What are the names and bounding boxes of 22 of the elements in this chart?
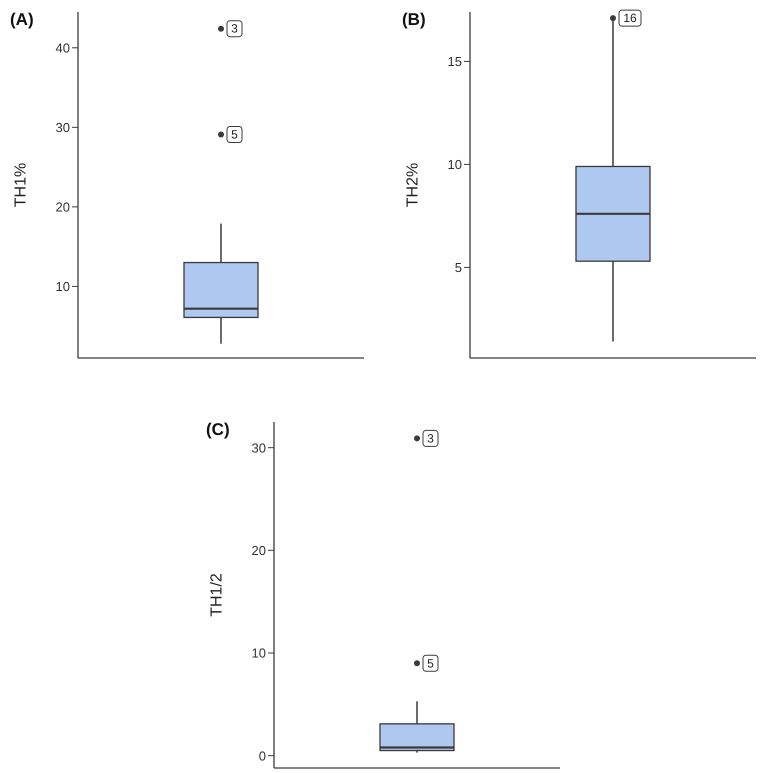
annotation: 5 xyxy=(231,127,238,142)
annotation: 16 xyxy=(623,11,637,26)
chart-title: (A) xyxy=(10,10,34,30)
annotation: 5 xyxy=(427,656,434,670)
y-tick-label: 40 xyxy=(56,40,70,56)
y-tick-label: 20 xyxy=(252,542,266,558)
annotation: 3 xyxy=(427,431,434,446)
annotation: 3 xyxy=(231,22,238,36)
chart-title: (B) xyxy=(402,10,426,30)
y-tick-label: 0 xyxy=(258,748,266,764)
chart-title: (C) xyxy=(206,420,230,440)
y-axis-title: TH2% xyxy=(404,162,422,208)
y-tick-label: 20 xyxy=(56,199,70,214)
y-axis-title: TH1/2 xyxy=(208,573,226,617)
y-tick-label: 30 xyxy=(56,120,70,135)
y-tick-label: 10 xyxy=(56,279,70,294)
y-tick-label: 30 xyxy=(252,440,266,456)
y-axis-title: TH1% xyxy=(12,162,30,208)
y-tick-label: 15 xyxy=(448,54,462,70)
y-tick-label: 10 xyxy=(252,646,266,661)
y-tick-label: 5 xyxy=(454,260,462,275)
y-tick-label: 10 xyxy=(448,157,462,172)
